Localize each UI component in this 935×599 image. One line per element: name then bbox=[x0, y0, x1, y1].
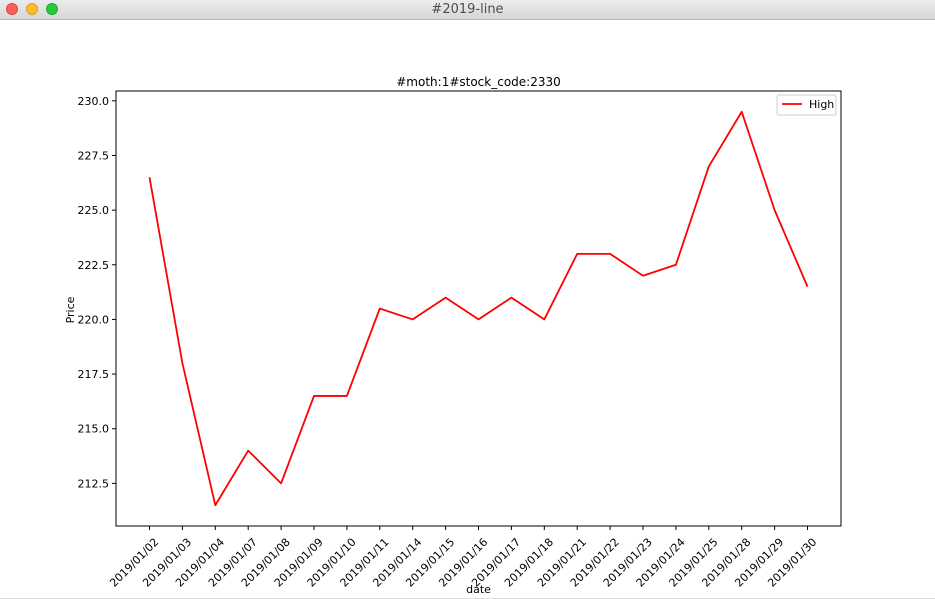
chart-title: #moth:1#stock_code:2330 bbox=[396, 75, 561, 89]
line-chart: #moth:1#stock_code:2330 212.5215.0217.52… bbox=[64, 75, 842, 596]
x-axis: 2019/01/022019/01/032019/01/042019/01/07… bbox=[107, 526, 819, 590]
y-tick-label: 225.0 bbox=[78, 204, 110, 217]
legend: High bbox=[776, 94, 837, 116]
title-bar: #2019-line bbox=[0, 0, 935, 20]
y-tick-label: 230.0 bbox=[78, 95, 110, 108]
y-tick-label: 215.0 bbox=[78, 423, 110, 436]
close-window-button[interactable] bbox=[6, 3, 18, 15]
y-axis: 212.5 215.0 217.5 220.0 222.5 225.0 227.5 230.0 bbox=[78, 95, 116, 490]
maximize-window-button[interactable] bbox=[46, 3, 58, 15]
y-tick-label: 222.5 bbox=[78, 259, 110, 272]
series-line-high bbox=[148, 110, 809, 507]
series-layer bbox=[148, 110, 809, 507]
y-tick-label: 220.0 bbox=[78, 313, 110, 326]
y-tick-label: 212.5 bbox=[78, 477, 110, 490]
legend-box bbox=[776, 94, 837, 116]
window-title: #2019-line bbox=[431, 2, 504, 17]
x-axis-title: date bbox=[466, 583, 491, 596]
y-tick-label: 227.5 bbox=[78, 149, 110, 162]
plot-area bbox=[115, 90, 842, 527]
minimize-window-button[interactable] bbox=[26, 3, 38, 15]
legend-label-high: High bbox=[809, 98, 834, 111]
y-axis-title: Price bbox=[64, 296, 77, 323]
y-tick-label: 217.5 bbox=[78, 368, 110, 381]
